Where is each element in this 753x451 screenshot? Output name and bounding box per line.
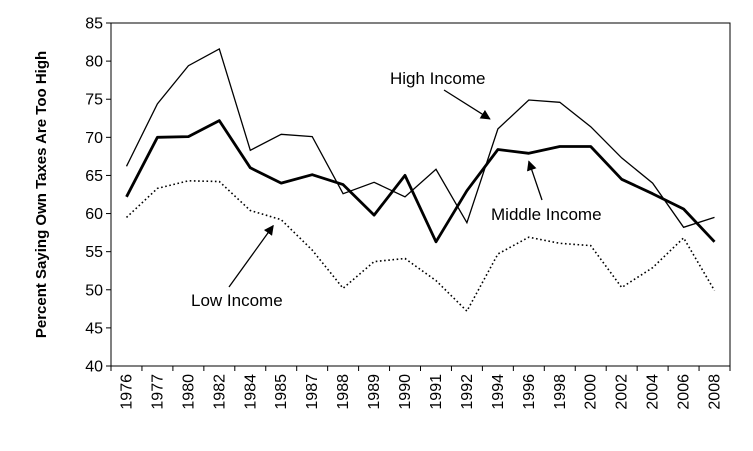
y-tick-label: 50	[85, 282, 103, 299]
x-tick-label: 1987	[304, 374, 321, 410]
series-lines	[125, 47, 716, 313]
x-tick-label: 1980	[180, 374, 197, 410]
y-tick-label: 45	[85, 320, 103, 337]
x-tick-label: 1985	[273, 374, 290, 410]
x-tick-label: 2000	[583, 374, 600, 410]
annotations: High Income Middle Income Low Income	[191, 69, 602, 310]
annotation-arrow	[526, 160, 543, 201]
y-tick-label: 60	[85, 206, 103, 223]
x-tick-label: 2006	[676, 374, 693, 410]
y-tick-label: 75	[85, 92, 103, 109]
x-tick-label: 1976	[118, 374, 135, 410]
annotation-label: Middle Income	[491, 205, 602, 224]
x-tick-label: 2008	[707, 374, 724, 410]
x-tick-label: 2004	[645, 374, 662, 410]
x-tick-label: 1991	[428, 374, 445, 410]
y-axis-title: Percent Saying Own Taxes Are Too High	[33, 51, 50, 338]
annotation-label: Low Income	[191, 291, 283, 310]
x-tick-label: 1977	[149, 374, 166, 410]
y-axis-ticks: 40 45 50 55 60 65 70 75 80 85	[85, 16, 111, 376]
x-tick-label: 1989	[366, 374, 383, 410]
x-tick-label: 1990	[397, 374, 414, 410]
y-tick-label: 40	[85, 359, 103, 376]
x-tick-label: 1998	[552, 374, 569, 410]
annotation-arrow	[443, 89, 491, 120]
annotation-arrow	[228, 224, 274, 288]
y-tick-label: 55	[85, 244, 103, 261]
annotation-label: High Income	[390, 69, 485, 88]
x-tick-label: 1984	[242, 374, 259, 410]
x-tick-label: 1992	[459, 374, 476, 410]
x-axis-ticks: 1976 1977 1980 1982 1984 1985 1987 1988 1989 1990…	[110, 366, 731, 410]
x-tick-label: 1994	[490, 374, 507, 410]
y-tick-label: 65	[85, 168, 103, 185]
series-line-high-income	[125, 47, 715, 229]
x-tick-label: 1982	[211, 374, 228, 410]
y-tick-label: 70	[85, 130, 103, 147]
series-line-middle-income	[125, 119, 716, 244]
x-tick-label: 1988	[335, 374, 352, 410]
y-tick-label: 85	[85, 16, 103, 33]
x-tick-label: 2002	[614, 374, 631, 410]
y-tick-label: 80	[85, 54, 103, 71]
x-tick-label: 1996	[521, 374, 538, 410]
